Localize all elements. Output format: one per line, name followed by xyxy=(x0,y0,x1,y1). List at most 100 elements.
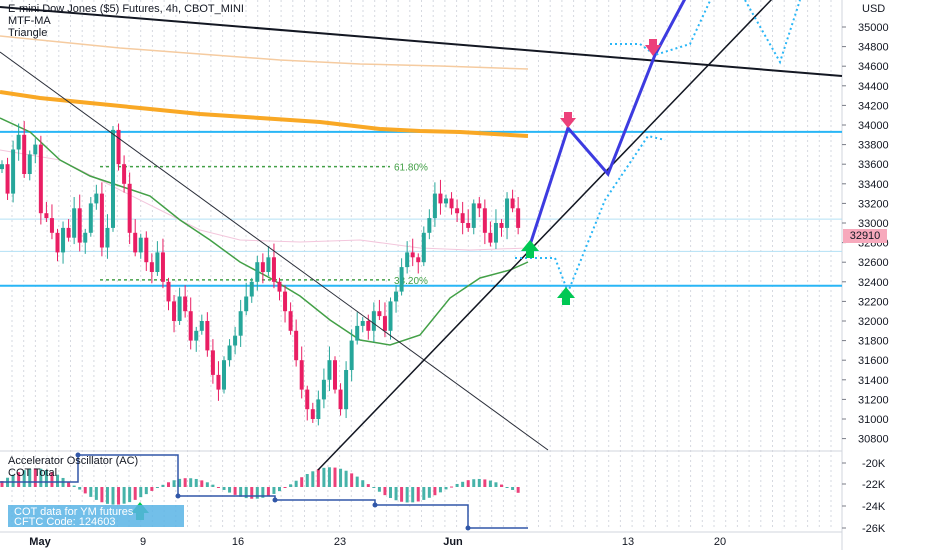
oscillator-bar xyxy=(450,486,454,488)
candle-body xyxy=(72,208,77,238)
candle-body xyxy=(471,203,476,228)
oscillator-bar xyxy=(228,487,232,493)
osc-tick-label: -20K xyxy=(862,458,886,470)
cot-point xyxy=(372,502,378,508)
candle-body xyxy=(477,203,482,209)
candle-body xyxy=(382,316,387,331)
time-tick-label: Jun xyxy=(443,536,463,548)
oscillator-bar xyxy=(117,487,121,505)
price-tick-label: 31200 xyxy=(858,394,889,406)
oscillator-bar xyxy=(444,487,448,490)
oscillator-bar xyxy=(172,480,176,487)
cot-point xyxy=(465,525,471,531)
oscillator-bar xyxy=(22,470,26,487)
candle-body xyxy=(127,183,132,233)
oscillator-bar xyxy=(411,487,415,503)
oscillator-bar xyxy=(383,487,387,496)
candle-body xyxy=(0,164,4,170)
oscillator-bar xyxy=(150,487,154,491)
oscillator-bar xyxy=(289,484,293,487)
oscillator-bar xyxy=(472,479,476,487)
candle-body xyxy=(83,232,88,243)
cot-info-box: COT data for YM futures CFTC Code: 12460… xyxy=(8,505,184,528)
horizontal-levels: 61.80% 38.20% xyxy=(0,130,842,287)
oscillator-bar xyxy=(133,487,137,500)
price-tick-label: 31800 xyxy=(858,336,889,348)
oscillator-bar xyxy=(89,487,93,497)
candle-body xyxy=(177,296,182,321)
price-tick-label: 34800 xyxy=(858,42,889,54)
candle-body xyxy=(183,296,188,312)
indicator-triangle-label[interactable]: Triangle xyxy=(8,27,48,39)
oscillator-bar xyxy=(466,480,470,487)
candle-body xyxy=(271,257,276,282)
price-tick-label: 30800 xyxy=(858,434,889,446)
oscillator-label[interactable]: Accelerator Oscillator (AC) xyxy=(8,455,139,467)
candle-body xyxy=(499,223,504,228)
oscillator-bar xyxy=(56,474,59,487)
candle-body xyxy=(371,311,376,331)
price-tick-label: 35000 xyxy=(858,22,889,34)
oscillator-bar xyxy=(94,487,98,500)
candle-body xyxy=(344,370,349,410)
chart-grid xyxy=(0,0,843,550)
candle-body xyxy=(66,227,71,238)
sell-arrow-icon xyxy=(649,39,657,46)
candles xyxy=(0,35,529,426)
candle-body xyxy=(294,330,299,361)
candle-body xyxy=(277,281,282,292)
oscillator-bar xyxy=(255,487,259,499)
candle-body xyxy=(99,193,104,248)
candle-body xyxy=(111,129,115,228)
candle-body xyxy=(432,193,437,219)
candle-body xyxy=(38,144,43,214)
oscillator-bar xyxy=(144,487,148,495)
candle-body xyxy=(505,198,510,228)
candle-body xyxy=(44,213,49,219)
oscillator-bar xyxy=(261,487,265,498)
cot-total-label[interactable]: COT Total xyxy=(8,467,58,479)
oscillator-bar xyxy=(372,487,376,488)
oscillator-bar xyxy=(300,477,304,487)
candle-body xyxy=(427,218,432,233)
candle-body xyxy=(349,340,354,370)
oscillator-bar xyxy=(111,487,115,505)
buy-arrow-icon xyxy=(521,240,539,251)
oscillator-bar xyxy=(366,484,370,487)
oscillator-bar xyxy=(339,468,343,487)
candle-body xyxy=(122,164,127,184)
oscillator-bar xyxy=(139,487,143,498)
candle-body xyxy=(22,134,27,174)
candle-body xyxy=(316,399,321,419)
candle-body xyxy=(355,325,360,341)
candle-body xyxy=(166,281,171,302)
oscillator-bar xyxy=(311,471,315,487)
oscillator-bar xyxy=(272,487,276,494)
candle-body xyxy=(421,232,426,263)
buy-arrow-icon xyxy=(557,287,575,298)
oscillator-bar xyxy=(427,487,431,498)
candle-body xyxy=(399,267,404,292)
oscillator-bar xyxy=(283,487,287,488)
candle-body xyxy=(516,208,521,228)
candle-body xyxy=(283,291,288,312)
oscillator-bar xyxy=(100,487,104,503)
indicator-mtf-ma-label[interactable]: MTF-MA xyxy=(8,15,51,27)
projection-top-path xyxy=(610,0,712,57)
oscillator-bar xyxy=(461,481,465,487)
oscillator-bar xyxy=(333,467,337,487)
price-tick-label: 31600 xyxy=(858,355,889,367)
oscillator-bar xyxy=(422,487,426,500)
oscillator-bar xyxy=(389,487,392,499)
oscillator-bar xyxy=(244,487,248,499)
buy-arrow-icon xyxy=(526,251,534,258)
oscillator-bar xyxy=(33,468,37,487)
candle-body xyxy=(94,193,99,204)
candle-body xyxy=(238,311,243,336)
candle-body xyxy=(5,164,10,194)
candle-body xyxy=(233,335,238,346)
candle-body xyxy=(55,232,60,253)
oscillator-bar xyxy=(416,487,420,502)
candle-body xyxy=(210,350,215,375)
